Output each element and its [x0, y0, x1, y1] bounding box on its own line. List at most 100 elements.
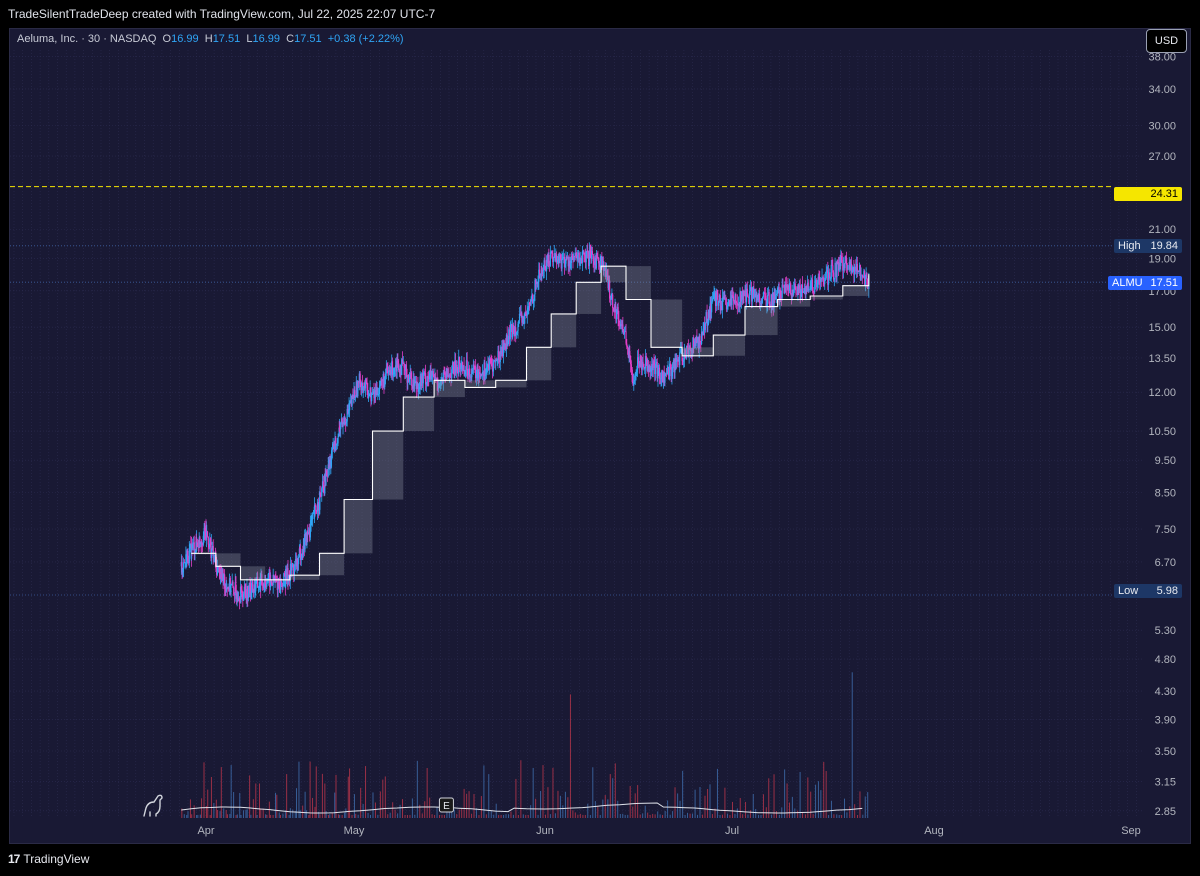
candle-body: [399, 365, 401, 373]
close-label: C: [286, 33, 295, 45]
candle-body: [370, 387, 372, 402]
candle-body: [700, 331, 703, 345]
volume-bar: [609, 774, 611, 818]
candle-body: [665, 373, 668, 375]
candle-body: [717, 293, 719, 306]
candle-body: [535, 280, 537, 284]
candle-body: [689, 347, 691, 349]
volume-bar: [569, 694, 571, 818]
candle-body: [425, 382, 427, 385]
candle-body: [403, 362, 405, 368]
volume-bar: [711, 814, 713, 818]
candle-body: [858, 271, 860, 273]
candle-body: [311, 519, 313, 521]
candle-body: [596, 253, 598, 258]
candle-body: [616, 310, 618, 320]
candle-body: [507, 340, 509, 346]
candle-body: [211, 545, 214, 550]
volume-bar: [302, 805, 304, 818]
currency-button[interactable]: USD: [1146, 29, 1187, 53]
candle-body: [335, 443, 338, 446]
volume-bar: [229, 813, 231, 818]
candle-body: [575, 252, 577, 257]
candle-body: [295, 559, 297, 567]
candle-body: [487, 364, 489, 368]
candle-body: [668, 366, 670, 380]
candle-body: [430, 369, 432, 379]
candle-body: [747, 295, 749, 297]
candle-body: [515, 327, 517, 335]
candle-body: [509, 328, 511, 340]
candle-body: [751, 292, 753, 302]
volume-bar: [607, 799, 609, 818]
candle-body: [345, 421, 348, 424]
candle-body: [340, 418, 343, 423]
candle-body: [349, 400, 352, 404]
volume-bar: [547, 787, 549, 818]
candle-body: [404, 364, 407, 371]
candle-body: [670, 364, 672, 377]
candle-body: [613, 310, 615, 313]
volume-bar: [557, 790, 559, 818]
tradingview-footer[interactable]: 17 TradingView: [8, 852, 89, 866]
candle-body: [583, 251, 585, 255]
candle-body: [284, 581, 286, 587]
volume-bar: [394, 809, 396, 818]
candle-body: [633, 381, 635, 386]
volume-bar: [478, 814, 480, 818]
candle-body: [850, 263, 853, 273]
candle-body: [590, 250, 592, 260]
candle-body: [494, 360, 496, 363]
volume-bar: [414, 814, 416, 818]
candle-body: [859, 265, 861, 272]
candle-body: [309, 523, 311, 538]
candle-body: [431, 375, 433, 379]
volume-bar: [448, 809, 450, 818]
candle-body: [254, 587, 256, 590]
candle-body: [435, 377, 437, 380]
candle-body: [864, 276, 866, 285]
candle-body: [779, 290, 781, 303]
candle-body: [830, 264, 832, 279]
candle-body: [502, 346, 504, 357]
candle-body: [555, 254, 557, 261]
volume-bar: [288, 814, 290, 818]
candle-body: [646, 359, 648, 371]
candle-body: [837, 261, 839, 263]
candle-body: [504, 344, 506, 345]
candle-body: [497, 350, 499, 361]
y-tick-label: 4.80: [1155, 654, 1176, 666]
candle-body: [309, 532, 311, 538]
volume-bar: [468, 791, 470, 818]
candle-body: [714, 292, 717, 307]
indicator-band: [777, 299, 811, 307]
candle-body: [321, 481, 324, 489]
volume-bar: [372, 792, 374, 818]
volume-bar: [309, 761, 311, 818]
candle-body: [748, 296, 750, 304]
volume-bar: [392, 802, 394, 818]
candle-body: [837, 262, 840, 271]
candle-body: [290, 564, 292, 574]
candle-body: [749, 287, 751, 292]
volume-bar: [304, 791, 306, 818]
candle-body: [566, 257, 568, 258]
volume-bar: [594, 801, 596, 818]
candle-body: [634, 373, 636, 380]
candle-body: [489, 358, 491, 360]
volume-bar: [260, 808, 262, 818]
candle-body: [465, 370, 467, 373]
candle-body: [743, 290, 745, 296]
candle-body: [824, 279, 826, 285]
candle-body: [649, 364, 651, 372]
candle-body: [206, 531, 209, 537]
candle-body: [637, 357, 640, 364]
candle-body: [182, 569, 184, 573]
volume-bar: [315, 766, 317, 818]
candle-body: [548, 254, 550, 265]
candle-body: [275, 581, 278, 582]
candle-body: [247, 593, 250, 598]
volume-bar: [314, 806, 316, 818]
candle-body: [812, 290, 814, 292]
